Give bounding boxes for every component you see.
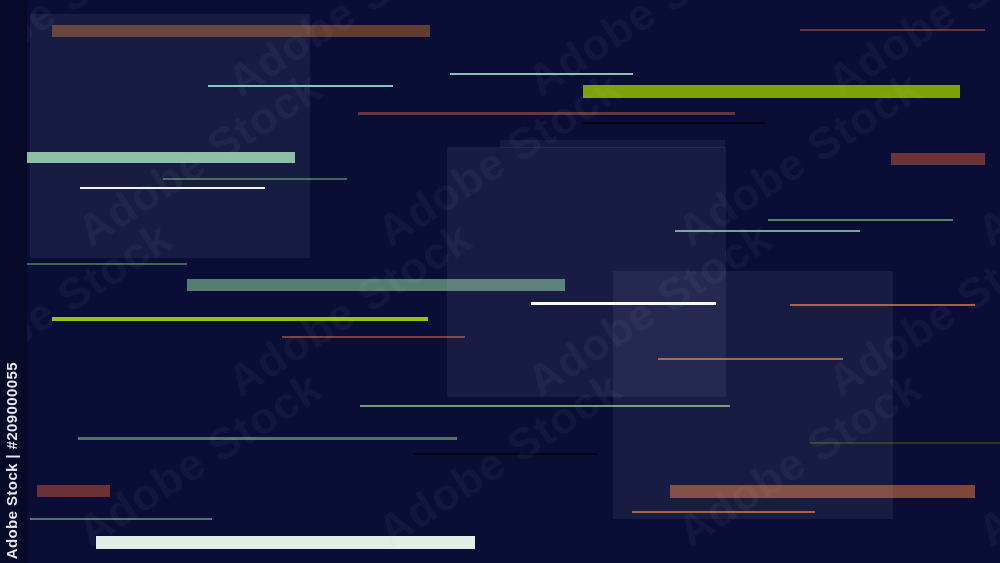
orange-line xyxy=(632,511,815,513)
yellow-green-bar xyxy=(52,317,428,321)
gray-teal-bar xyxy=(187,279,565,291)
adobe-stock-id-text: Adobe Stock | #209000055 xyxy=(4,361,21,559)
green-line xyxy=(360,405,730,407)
teal-line xyxy=(675,230,860,232)
orange-line xyxy=(790,304,975,306)
brown-bar xyxy=(52,25,430,37)
white-line xyxy=(80,187,265,189)
green-line xyxy=(768,219,953,221)
black-line xyxy=(413,453,597,455)
translucent-square-top-left xyxy=(30,14,310,258)
translucent-square-center xyxy=(447,147,726,397)
orange-line xyxy=(658,358,843,360)
dark-green-line xyxy=(0,263,187,265)
navy-bar xyxy=(500,140,725,148)
dark-olive-line xyxy=(810,442,1000,444)
maroon-bar-small xyxy=(37,485,110,497)
olive-green-bar xyxy=(583,85,960,98)
teal-thin-line xyxy=(208,85,393,87)
maroon-line xyxy=(358,112,735,115)
green-line xyxy=(30,518,212,520)
translucent-square-right xyxy=(613,271,893,519)
brown-thin-line xyxy=(282,336,465,338)
brown-bar xyxy=(670,485,975,498)
pale-mint-bar xyxy=(96,536,475,549)
teal-thin-line xyxy=(450,73,633,75)
adobe-stock-watermark-band: Adobe Stock | #209000055 xyxy=(0,0,27,563)
dark-green-line xyxy=(163,178,347,180)
maroon-thin-line xyxy=(800,29,985,31)
black-line xyxy=(583,122,765,124)
green-line xyxy=(78,437,457,440)
maroon-bar xyxy=(891,153,985,165)
white-line xyxy=(531,302,716,305)
seafoam-bar xyxy=(12,152,295,163)
